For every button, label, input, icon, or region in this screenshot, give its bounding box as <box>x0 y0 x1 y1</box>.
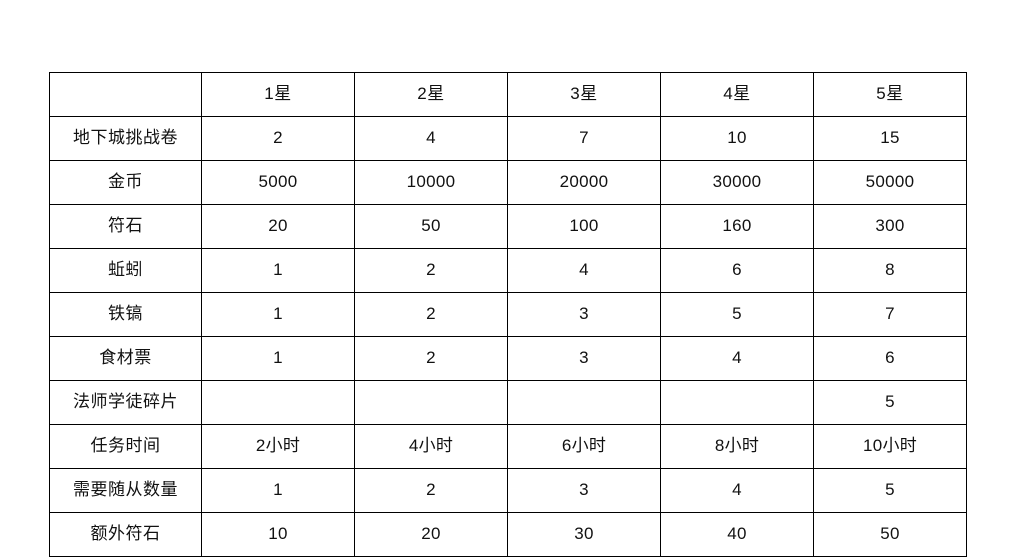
table-cell: 1 <box>201 336 355 381</box>
table-cell: 50000 <box>813 160 967 205</box>
table-cell: 3 <box>507 292 661 337</box>
row-label: 需要随从数量 <box>49 468 202 513</box>
table-cell: 10 <box>660 116 814 161</box>
table-cell: 3 <box>507 336 661 381</box>
column-header-5: 5星 <box>813 72 967 117</box>
table-cell: 6 <box>660 248 814 293</box>
table-row: 符石 20 50 100 160 300 <box>49 204 967 249</box>
table-cell: 2 <box>354 292 508 337</box>
row-label: 法师学徒碎片 <box>49 380 202 425</box>
row-label: 蚯蚓 <box>49 248 202 293</box>
row-label: 任务时间 <box>49 424 202 469</box>
table-cell: 1 <box>201 292 355 337</box>
table-cell: 300 <box>813 204 967 249</box>
table-cell: 15 <box>813 116 967 161</box>
column-header-4: 4星 <box>660 72 814 117</box>
row-label: 食材票 <box>49 336 202 381</box>
table-cell: 2 <box>354 336 508 381</box>
table-cell: 5 <box>813 380 967 425</box>
table-row: 法师学徒碎片 5 <box>49 380 967 425</box>
table-cell-empty <box>660 380 814 425</box>
row-label: 金币 <box>49 160 202 205</box>
table-row: 铁镐 1 2 3 5 7 <box>49 292 967 337</box>
table-header-row: 1星 2星 3星 4星 5星 <box>49 72 967 117</box>
column-header-2: 2星 <box>354 72 508 117</box>
table-cell: 6 <box>813 336 967 381</box>
table-row: 食材票 1 2 3 4 6 <box>49 336 967 381</box>
table-cell: 4 <box>507 248 661 293</box>
table-cell: 5000 <box>201 160 355 205</box>
table-cell: 4 <box>660 336 814 381</box>
table-cell-empty <box>354 380 508 425</box>
table-corner-cell <box>49 72 202 117</box>
table-cell: 1 <box>201 468 355 513</box>
table-cell: 7 <box>813 292 967 337</box>
table-cell: 8小时 <box>660 424 814 469</box>
row-label: 铁镐 <box>49 292 202 337</box>
row-label: 地下城挑战卷 <box>49 116 202 161</box>
row-label: 符石 <box>49 204 202 249</box>
table-cell-empty <box>507 380 661 425</box>
table-cell: 100 <box>507 204 661 249</box>
table-cell: 4小时 <box>354 424 508 469</box>
table-cell: 2 <box>354 468 508 513</box>
table-cell: 20000 <box>507 160 661 205</box>
table-cell: 5 <box>813 468 967 513</box>
table-cell: 2小时 <box>201 424 355 469</box>
column-header-1: 1星 <box>201 72 355 117</box>
table-cell: 6小时 <box>507 424 661 469</box>
table-cell: 5 <box>660 292 814 337</box>
table-row: 金币 5000 10000 20000 30000 50000 <box>49 160 967 205</box>
table-row: 需要随从数量 1 2 3 4 5 <box>49 468 967 513</box>
table-row: 地下城挑战卷 2 4 7 10 15 <box>49 116 967 161</box>
table-cell: 10小时 <box>813 424 967 469</box>
column-header-3: 3星 <box>507 72 661 117</box>
table-row: 任务时间 2小时 4小时 6小时 8小时 10小时 <box>49 424 967 469</box>
table-container: 1星 2星 3星 4星 5星 地下城挑战卷 2 4 7 10 15 金币 5000 10000 20000 3… <box>49 72 967 557</box>
table-cell: 50 <box>354 204 508 249</box>
table-cell: 3 <box>507 468 661 513</box>
table-cell: 160 <box>660 204 814 249</box>
quest-requirements-table: 1星 2星 3星 4星 5星 地下城挑战卷 2 4 7 10 15 金币 5000 10000 20000 3… <box>49 72 967 557</box>
table-cell: 2 <box>201 116 355 161</box>
table-cell: 4 <box>354 116 508 161</box>
table-cell-empty <box>201 380 355 425</box>
table-cell: 4 <box>660 468 814 513</box>
table-cell: 30000 <box>660 160 814 205</box>
table-cell: 2 <box>354 248 508 293</box>
table-cell: 20 <box>201 204 355 249</box>
table-cell: 1 <box>201 248 355 293</box>
table-cell: 7 <box>507 116 661 161</box>
table-row: 蚯蚓 1 2 4 6 8 <box>49 248 967 293</box>
table-body: 1星 2星 3星 4星 5星 地下城挑战卷 2 4 7 10 15 金币 5000 10000 20000 3… <box>49 72 967 557</box>
table-cell: 10000 <box>354 160 508 205</box>
table-cell: 8 <box>813 248 967 293</box>
